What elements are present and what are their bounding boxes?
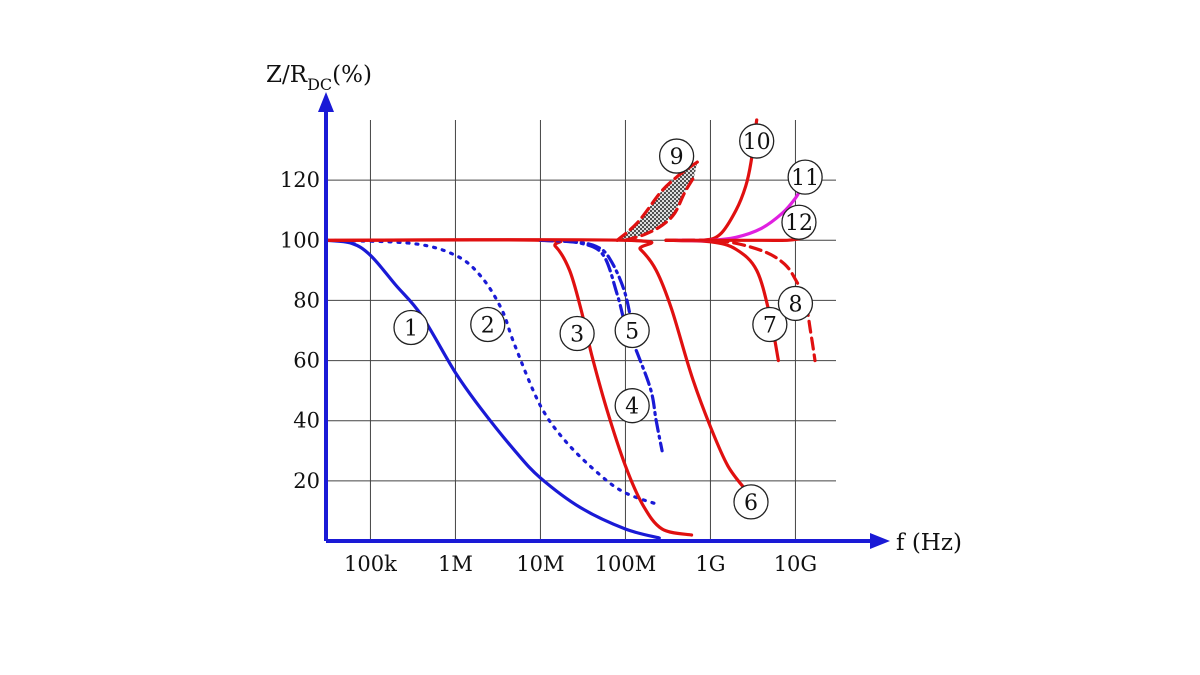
curve-label-circle-10	[739, 123, 775, 159]
x-tick-label-100k: 100k	[344, 552, 397, 576]
curve-label-5: 5	[625, 320, 639, 345]
curve-label-circle-7	[752, 306, 788, 343]
series-line-3-2	[324, 238, 694, 537]
curve-label-circle-9	[658, 138, 695, 174]
y-tick-label-60: 60	[293, 349, 320, 373]
curve-label-6: 6	[744, 491, 758, 516]
curve-label-circle-5	[614, 312, 650, 349]
curve-label-10: 10	[743, 130, 771, 155]
series-line-4-3	[538, 238, 664, 453]
y-tick-label-100: 100	[280, 228, 320, 252]
curve-label-11: 11	[791, 166, 819, 191]
curve-label-circle-8	[777, 285, 814, 322]
x-axis-title: f (Hz)	[896, 530, 962, 556]
series-line-11-11	[675, 184, 804, 243]
band-9-fill	[617, 162, 698, 241]
curve-label-circle-12	[781, 204, 817, 240]
x-tick-label-10M: 10M	[516, 552, 564, 576]
curve-label-12: 12	[785, 211, 813, 236]
x-tick-label-10G: 10G	[774, 552, 818, 576]
y-tick-label-80: 80	[293, 288, 320, 312]
band-9-hatch	[617, 162, 698, 241]
curve-label-8: 8	[788, 292, 802, 317]
curve-label-1: 1	[404, 316, 418, 341]
curve-label-circle-1	[393, 309, 429, 346]
x-tick-label-1M: 1M	[438, 552, 473, 576]
x-axis-arrow	[870, 533, 890, 549]
curve-label-circle-11	[787, 159, 823, 195]
curve-label-7: 7	[763, 313, 777, 338]
axes	[318, 92, 890, 549]
tick-labels: 20 40 60 80 100 120 100k 1M 10M 100M 1G 10G	[280, 168, 817, 576]
x-tick-label-100M: 100M	[595, 552, 657, 576]
curve-label-circle-4	[614, 388, 650, 424]
series-line-2-1	[324, 238, 661, 507]
curve-label-9: 9	[670, 145, 684, 170]
x-tick-label-1G: 1G	[695, 552, 725, 576]
series-line-1-0	[324, 238, 661, 540]
y-tick-label-40: 40	[293, 409, 320, 433]
series-line-6-5	[324, 238, 748, 492]
y-axis-title-unit: (%)	[332, 62, 372, 88]
y-tick-label-20: 20	[293, 469, 320, 493]
y-tick-label-120: 120	[280, 168, 320, 192]
series-line-9-9	[623, 175, 696, 242]
y-axis-title: Z/RDC(%)	[266, 62, 372, 94]
y-axis-title-sub: DC	[307, 75, 332, 94]
series-line-5-4	[538, 238, 637, 348]
curve-label-circle-6	[733, 484, 769, 520]
curve-label-circle-2	[470, 306, 506, 343]
curve-label-circle-3	[559, 315, 595, 352]
curve-label-2: 2	[481, 313, 495, 338]
curve-label-4: 4	[625, 395, 639, 420]
curve-label-3: 3	[570, 323, 584, 348]
y-axis-title-main: Z/R	[266, 62, 308, 88]
y-axis-arrow	[318, 92, 334, 112]
